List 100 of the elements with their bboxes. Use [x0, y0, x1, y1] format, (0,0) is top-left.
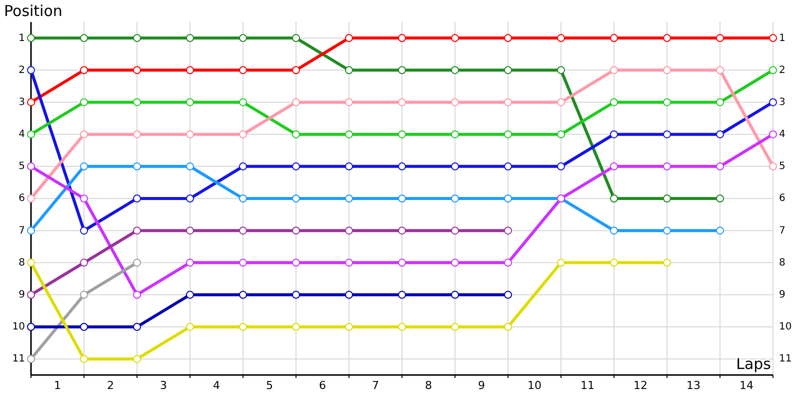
point — [769, 66, 777, 74]
point — [80, 130, 88, 138]
point — [504, 290, 512, 299]
point — [239, 258, 247, 267]
point — [504, 130, 512, 138]
point — [80, 322, 88, 331]
point — [663, 194, 671, 202]
point — [398, 226, 406, 235]
point — [27, 66, 35, 74]
point — [769, 34, 777, 42]
y2-tick-label: 6 — [779, 193, 786, 204]
point — [504, 66, 512, 74]
point — [133, 34, 141, 42]
y-tick-label: 9 — [18, 290, 25, 301]
point — [451, 66, 459, 74]
point — [398, 258, 406, 267]
point — [398, 66, 406, 74]
point — [716, 226, 724, 235]
point — [398, 322, 406, 331]
point — [345, 162, 353, 170]
point — [716, 66, 724, 74]
point — [663, 98, 671, 106]
point — [80, 162, 88, 170]
y2-tick-label: 1 — [779, 32, 786, 44]
y2-tick-label: 2 — [779, 64, 786, 76]
point — [239, 34, 247, 42]
point — [292, 162, 300, 170]
point — [663, 34, 671, 42]
point — [345, 34, 353, 42]
point — [133, 98, 141, 106]
x-tick-label: 10 — [528, 379, 542, 392]
point — [133, 130, 141, 138]
y2-tick-label: 9 — [779, 290, 786, 301]
point — [292, 226, 300, 235]
point — [610, 34, 618, 42]
y-tick-label: 6 — [18, 193, 25, 204]
point — [769, 98, 777, 106]
point — [292, 194, 300, 202]
point — [557, 162, 565, 170]
point — [133, 290, 141, 299]
point — [398, 98, 406, 106]
point — [292, 130, 300, 138]
point — [610, 130, 618, 138]
point — [610, 98, 618, 106]
point — [663, 258, 671, 267]
point — [557, 130, 565, 138]
point — [345, 258, 353, 267]
point — [80, 194, 88, 202]
point — [345, 290, 353, 299]
point — [133, 66, 141, 74]
point — [345, 130, 353, 138]
point — [451, 194, 459, 202]
y2-tick-label: 10 — [779, 322, 792, 333]
point — [451, 290, 459, 299]
point — [292, 290, 300, 299]
x-axis-title: Laps — [736, 355, 772, 373]
point — [557, 34, 565, 42]
point — [186, 194, 194, 202]
point — [451, 98, 459, 106]
point — [610, 194, 618, 202]
point — [239, 322, 247, 331]
x-tick-label: 14 — [740, 379, 754, 392]
point — [186, 162, 194, 170]
point — [769, 130, 777, 138]
point — [610, 162, 618, 170]
x-tick-label: 7 — [372, 379, 379, 392]
point — [186, 98, 194, 106]
point — [27, 194, 35, 202]
point — [504, 194, 512, 202]
point — [186, 258, 194, 267]
point — [239, 290, 247, 299]
point — [186, 34, 194, 42]
point — [27, 130, 35, 138]
point — [504, 258, 512, 267]
point — [133, 258, 141, 267]
x-tick-label: 5 — [266, 379, 273, 392]
y-tick-label: 10 — [12, 322, 25, 333]
point — [80, 258, 88, 267]
point — [345, 194, 353, 202]
point — [557, 66, 565, 74]
point — [345, 66, 353, 74]
point — [292, 98, 300, 106]
point — [451, 34, 459, 42]
x-tick-label: 6 — [319, 379, 326, 392]
point — [398, 194, 406, 202]
point — [451, 162, 459, 170]
point — [663, 66, 671, 74]
y-tick-label: 4 — [18, 129, 25, 140]
point — [27, 34, 35, 42]
point — [451, 258, 459, 267]
point — [610, 226, 618, 235]
x-tick-label: 2 — [107, 379, 114, 392]
point — [239, 66, 247, 74]
y2-tick-label: 3 — [779, 96, 786, 108]
x-tick-label: 9 — [478, 379, 485, 392]
y2-tick-label: 5 — [779, 161, 786, 172]
point — [345, 322, 353, 331]
point — [451, 322, 459, 331]
point — [557, 98, 565, 106]
point — [27, 290, 35, 299]
